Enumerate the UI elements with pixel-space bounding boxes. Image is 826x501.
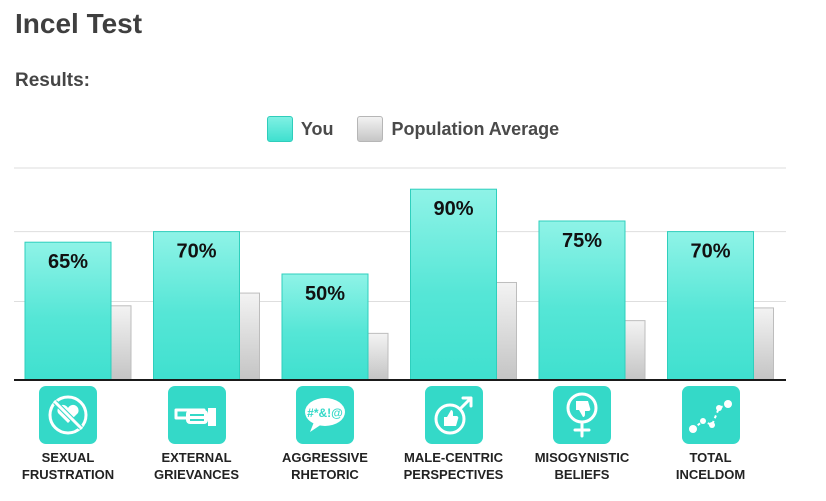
data-label-you-aggressive-rhetoric: 50% bbox=[305, 283, 345, 305]
bar-you-aggressive-rhetoric bbox=[281, 273, 369, 381]
category-label-male-centric-perspectives: MALE-CENTRIC PERSPECTIVES bbox=[389, 449, 519, 483]
bar-population-sexual-frustration bbox=[108, 305, 132, 381]
bar-population-external-grievances bbox=[237, 292, 260, 381]
bar-you-external-grievances bbox=[153, 231, 240, 381]
category-label-line: EXTERNAL bbox=[161, 450, 232, 465]
speech-bubble-icon: #*&!@ bbox=[296, 386, 354, 444]
category-label-total-inceldom: TOTAL INCELDOM bbox=[646, 449, 776, 483]
category-label-line: BELIEFS bbox=[554, 467, 610, 482]
legend-item-population: Population Average bbox=[357, 116, 559, 142]
bar-you-sexual-frustration bbox=[24, 241, 112, 381]
legend-swatch-population bbox=[357, 116, 384, 142]
category-label-misogynistic-beliefs: MISOGYNISTIC BELIEFS bbox=[517, 449, 647, 483]
data-label-you-total-inceldom: 70% bbox=[690, 241, 730, 263]
svg-text:#*&!@: #*&!@ bbox=[307, 406, 343, 420]
bar-you-total-inceldom bbox=[667, 231, 754, 381]
bar-population-aggressive-rhetoric bbox=[365, 332, 389, 381]
category-label-line: GRIEVANCES bbox=[154, 467, 239, 482]
bar-you-misogynistic-beliefs bbox=[538, 220, 626, 381]
category-label-line: PERSPECTIVES bbox=[403, 467, 504, 482]
category-label-external-grievances: EXTERNAL GRIEVANCES bbox=[132, 449, 262, 483]
category-label-sexual-frustration: SEXUAL FRUSTRATION bbox=[3, 449, 133, 483]
data-label-you-misogynistic-beliefs: 75% bbox=[562, 230, 602, 252]
results-heading: Results: bbox=[15, 70, 90, 91]
no-heart-icon bbox=[39, 386, 97, 444]
bar-population-total-inceldom bbox=[751, 307, 774, 381]
pointing-hand-icon bbox=[167, 386, 226, 444]
legend-item-you: You bbox=[266, 116, 334, 142]
bar-population-misogynistic-beliefs bbox=[622, 320, 646, 381]
category-label-line: MALE-CENTRIC bbox=[404, 450, 503, 465]
page-title: Incel Test bbox=[15, 8, 143, 39]
category-label-line: FRUSTRATION bbox=[21, 467, 115, 482]
category-label-aggressive-rhetoric: AGGRESSIVE RHETORIC bbox=[260, 449, 390, 483]
category-label-line: RHETORIC bbox=[291, 467, 359, 482]
chart-legend: You Population Average bbox=[0, 114, 826, 144]
male-thumbs-up-icon bbox=[424, 386, 483, 444]
legend-label-you: You bbox=[300, 118, 334, 139]
female-thumbs-down-icon bbox=[553, 386, 611, 444]
data-label-you-male-centric-perspectives: 90% bbox=[433, 198, 473, 220]
legend-label-population: Population Average bbox=[391, 118, 560, 139]
legend-swatch-you bbox=[266, 116, 293, 142]
category-label-line: INCELDOM bbox=[675, 467, 746, 482]
category-label-line: MISOGYNISTIC bbox=[534, 450, 630, 465]
bar-you-male-centric-perspectives bbox=[410, 188, 497, 381]
data-label-you-external-grievances: 70% bbox=[176, 241, 216, 263]
category-label-line: TOTAL bbox=[689, 450, 732, 465]
category-label-line: AGGRESSIVE bbox=[282, 450, 368, 465]
data-label-you-sexual-frustration: 65% bbox=[48, 251, 88, 273]
line-graph-icon bbox=[681, 386, 740, 444]
category-label-line: SEXUAL bbox=[41, 450, 95, 465]
bar-population-male-centric-perspectives bbox=[494, 281, 517, 381]
